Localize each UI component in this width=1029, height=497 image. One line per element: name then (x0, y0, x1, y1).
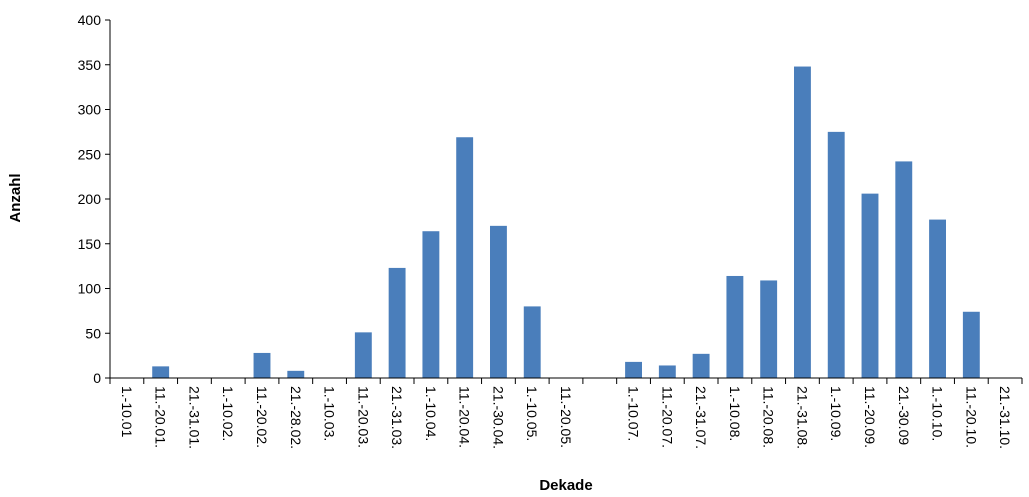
bars (152, 66, 980, 378)
x-tick-label: 21.-30.09 (896, 386, 912, 445)
bar (490, 225, 507, 378)
bar (658, 365, 676, 378)
bar (152, 366, 170, 378)
y-tick-label: 200 (78, 191, 102, 207)
x-tick-label: 1.-10.07. (626, 386, 642, 441)
x-tick-label: 21.-31.08. (794, 386, 810, 449)
y-tick-label: 300 (78, 102, 102, 118)
bar (253, 352, 271, 378)
x-tick-label: 11.-20.01. (153, 386, 169, 448)
y-tick-label: 0 (93, 370, 101, 386)
bar (827, 131, 845, 378)
y-axis-title: Anzahl (7, 173, 24, 222)
x-tick-label: 1.-10.01 (119, 386, 135, 438)
x-tick-label: 21.-30.04. (490, 386, 506, 449)
bar (692, 353, 710, 378)
bar (929, 219, 946, 378)
bar (861, 193, 879, 378)
bar (726, 275, 744, 378)
x-tick-label: 21.-31.10. (997, 386, 1013, 449)
x-tick-label: 11.-20.08. (761, 386, 777, 448)
x-tick-label: 1.-10.05. (524, 386, 540, 441)
x-tick-label: 11.-20.04. (457, 386, 473, 448)
x-tick-label: 1.-10.08. (727, 386, 743, 441)
y-tick-label: 100 (78, 281, 102, 297)
bar (625, 361, 642, 378)
y-tick-label: 50 (85, 325, 101, 341)
x-tick-label: 21.-31.01. (186, 386, 202, 449)
x-tick-label: 11.-20.03. (355, 386, 371, 448)
bar (388, 267, 406, 378)
bar (456, 137, 474, 378)
x-tick-label: 11.-20.02. (254, 386, 270, 448)
y-tick-label: 250 (78, 146, 102, 162)
x-tick-label: 1.-10.03. (322, 386, 338, 441)
x-axis: 1.-10.01 11.-20.01. 21.-31.01. 1.-10.02. 11.… (109, 377, 1023, 449)
bar (287, 370, 305, 378)
bar (760, 280, 778, 378)
bar (794, 66, 811, 378)
x-axis-title: Dekade (539, 477, 592, 494)
x-tick-label: 21.-31.03. (389, 386, 405, 449)
x-tick-label: 1.-10.10. (930, 386, 946, 441)
x-tick-label: 21.-28.02. (288, 386, 304, 449)
bar (962, 311, 980, 378)
y-tick-label: 400 (78, 12, 102, 28)
y-tick-label: 350 (78, 57, 102, 73)
bar (895, 161, 913, 378)
bar (354, 332, 372, 378)
x-tick-label: 1.-10.04. (423, 386, 439, 441)
x-tick-label: 1.-10.02. (220, 386, 236, 441)
x-tick-label: 11.-20.09. (862, 386, 878, 448)
x-tick-label: 11.-20.05. (558, 386, 574, 448)
bar (422, 231, 440, 378)
x-tick-label: 11.-20.10. (963, 386, 979, 448)
bar (523, 306, 541, 378)
y-axis: 0 50 100 150 200 250 300 350 400 (78, 12, 111, 386)
x-tick-label: 21.-31.07. (693, 386, 709, 449)
x-tick-label: 1.-10.09. (828, 386, 844, 441)
x-tick-label: 11.-20.07. (659, 386, 675, 448)
y-tick-label: 150 (78, 236, 102, 252)
